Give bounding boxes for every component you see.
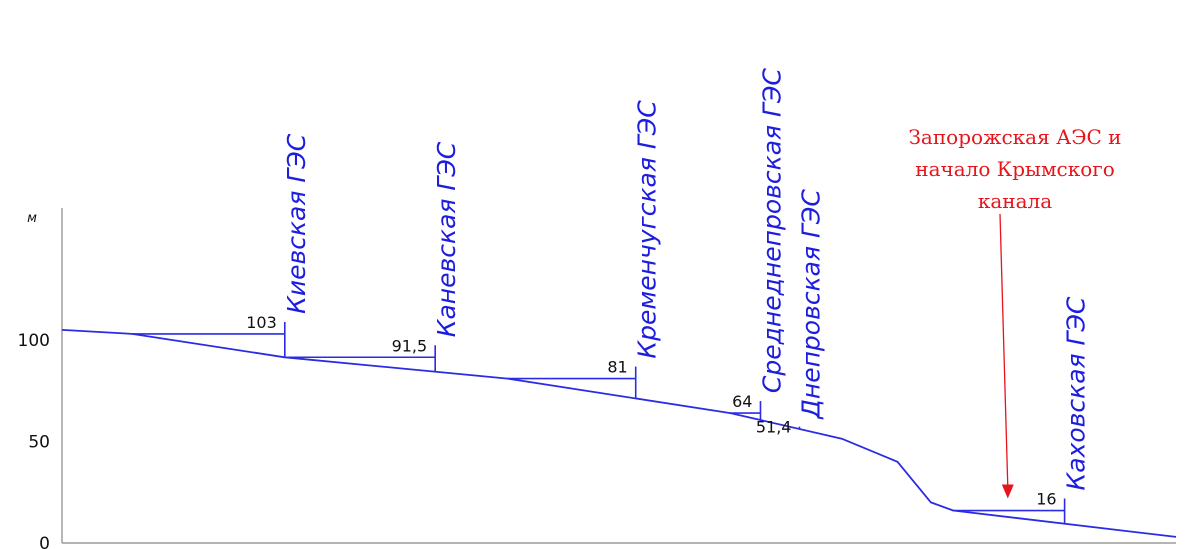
dam-level-label: 51,4 [756,418,792,437]
annotation: Запорожская АЭС и начало Крымского канала [908,125,1122,499]
y-tick-label: 0 [39,534,50,549]
dam-name-label: Днепровская ГЭС [796,189,825,420]
dam-level-label: 91,5 [392,336,428,355]
annotation-arrow-head [1001,484,1014,499]
dam-name-label: Киевская ГЭС [282,133,311,314]
annotation-arrow-line [999,213,1009,487]
dam-name-label: Среднеднепровская ГЭС [757,68,786,394]
dam-name-label: Каховская ГЭС [1062,296,1091,490]
annotation-text-line: канала [978,189,1052,213]
annotation-text-line: Запорожская АЭС и [908,125,1121,149]
dam-level-label: 16 [1036,490,1056,509]
y-tick-label: 100 [18,331,50,351]
dam-level-label: 64 [732,392,752,411]
river-profile [61,329,1177,538]
dam-level-label: 81 [607,358,627,377]
river-profile-line [61,329,1177,538]
annotation-text-line: начало Крымского [915,157,1115,181]
dam-name-label: Каневская ГЭС [432,141,461,337]
y-tick-label: 50 [28,433,50,453]
dam-level-label: 103 [246,313,277,332]
dam-name-label: Кременчугская ГЭС [633,100,662,359]
axes: 0 50 100 м [18,208,1176,549]
y-axis-unit: м [27,211,37,226]
